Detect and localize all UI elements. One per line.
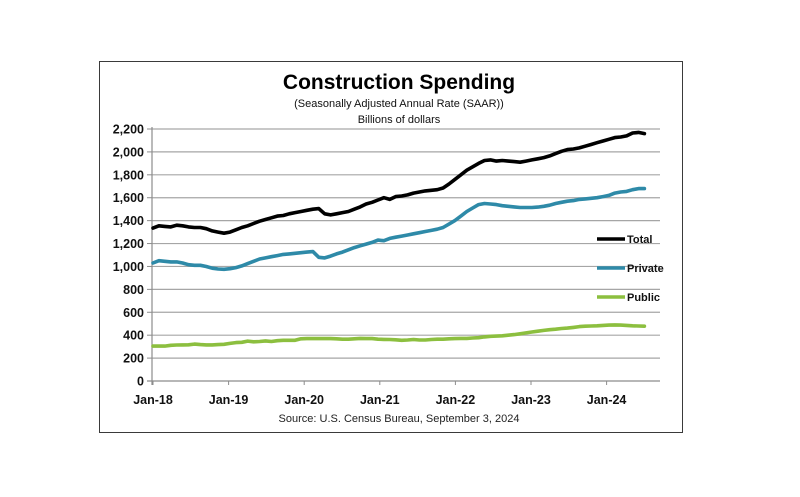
- y-tick-label: 2,000: [113, 145, 144, 159]
- x-tick-label: Jan-20: [284, 393, 324, 407]
- y-tick-label: 1,000: [113, 260, 144, 274]
- chart-frame: Construction Spending (Seasonally Adjust…: [99, 61, 683, 433]
- y-tick-label: 1,400: [113, 214, 144, 228]
- x-tick-label: Jan-24: [587, 393, 627, 407]
- x-tick-label: Jan-19: [209, 393, 249, 407]
- y-tick-label: 400: [123, 329, 144, 343]
- y-tick-label: 1,800: [113, 168, 144, 182]
- x-tick-label: Jan-21: [360, 393, 400, 407]
- series-line-public: [151, 323, 647, 348]
- source-note: Source: U.S. Census Bureau, September 3,…: [279, 413, 520, 425]
- x-tick-label: Jan-23: [511, 393, 551, 407]
- chart-subtitle: (Seasonally Adjusted Annual Rate (SAAR)): [294, 98, 504, 110]
- chart-title: Construction Spending: [283, 71, 515, 94]
- legend-label-total: Total: [627, 234, 652, 246]
- x-tick-label: Jan-18: [133, 393, 173, 407]
- y-tick-label: 800: [123, 283, 144, 297]
- legend-label-public: Public: [627, 292, 660, 304]
- y-tick-label: 600: [123, 306, 144, 320]
- gridlines: [152, 128, 660, 359]
- chart-units-label: Billions of dollars: [358, 114, 441, 126]
- legend-label-private: Private: [627, 263, 664, 275]
- x-tick-labels: Jan-18 Jan-19 Jan-20 Jan-21 Jan-22 Jan-23 Jan-…: [133, 393, 626, 407]
- y-tick-label: 0: [137, 375, 144, 389]
- axes: [147, 127, 660, 385]
- y-tick-label: 2,200: [113, 123, 144, 137]
- series-line-private: [151, 186, 647, 272]
- series-line-total: [151, 130, 647, 235]
- y-tick-labels: 0 200 400 600 800 1,000 1,200 1,400 1,600 1,800 2,…: [113, 123, 144, 389]
- chart-svg: Construction Spending (Seasonally Adjust…: [113, 71, 664, 425]
- y-tick-label: 200: [123, 352, 144, 366]
- y-tick-label: 1,600: [113, 191, 144, 205]
- series-lines: [151, 130, 647, 348]
- y-tick-label: 1,200: [113, 237, 144, 251]
- x-tick-label: Jan-22: [436, 393, 476, 407]
- legend: Total Private Public: [597, 234, 664, 304]
